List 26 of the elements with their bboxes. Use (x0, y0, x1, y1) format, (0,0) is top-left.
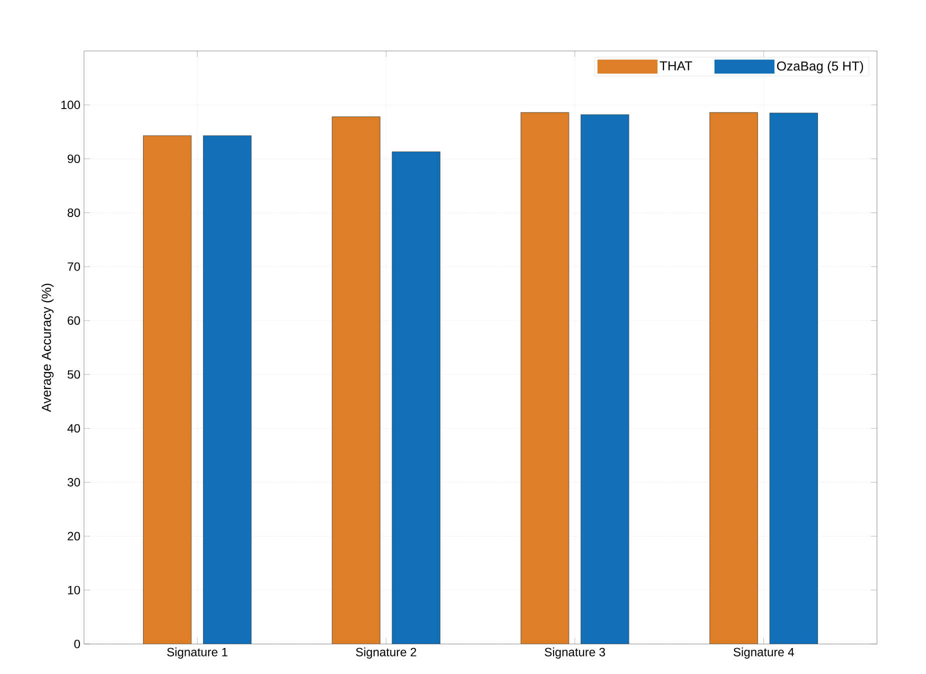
legend-label: THAT (660, 61, 692, 70)
x-tick-label: Signature 3 (544, 648, 606, 659)
x-tick-label: Signature 4 (734, 648, 794, 659)
legend-label: OzaBag (5 HT) (777, 61, 864, 74)
y-tick-label: 100 (61, 100, 80, 110)
bar (392, 152, 440, 644)
bar (770, 112, 818, 644)
bar (203, 135, 252, 644)
y-tick-label: 80 (68, 208, 80, 217)
x-tick-label: Signature 2 (356, 648, 416, 659)
bar (580, 114, 630, 644)
y-tick-label: 10 (68, 586, 80, 594)
bar (710, 112, 758, 644)
y-tick-label: 90 (68, 154, 80, 164)
x-tick-label: Signature 1 (167, 648, 228, 659)
bar (332, 116, 380, 644)
y-axis-title: Average Accuracy (%) (41, 284, 54, 412)
y-tick-label: 60 (68, 316, 80, 325)
y-tick-label: 20 (68, 532, 80, 540)
y-tick-label: 40 (67, 424, 80, 433)
bar (143, 135, 192, 644)
bar (520, 112, 570, 644)
y-tick-label: 70 (68, 262, 80, 271)
y-tick-label: 0 (74, 640, 80, 648)
y-tick-label: 50 (68, 370, 80, 379)
y-tick-label: 30 (68, 478, 80, 486)
